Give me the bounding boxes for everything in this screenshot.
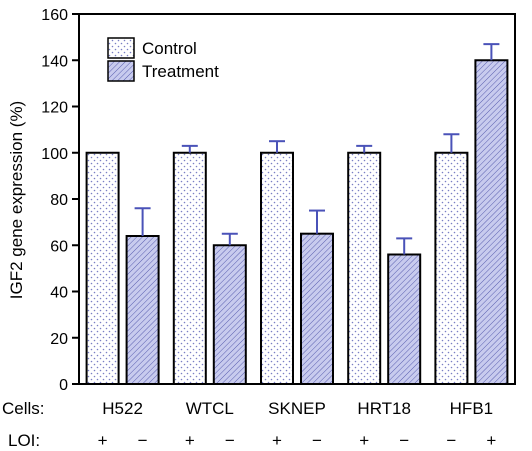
x-category-label: H522	[102, 399, 143, 418]
control-bar-wtcl	[172, 151, 207, 385]
y-tick-label: 40	[50, 285, 68, 302]
legend: Control Treatment	[107, 37, 219, 82]
y-tick-label: 100	[41, 146, 68, 163]
y-axis: 0 20 40 60 80 100 120 140 160	[41, 7, 79, 394]
x-category-label: HFB1	[450, 399, 493, 418]
legend-swatch-control	[107, 37, 135, 59]
y-tick-label: 120	[41, 100, 68, 117]
y-tick-label: 140	[41, 53, 68, 70]
loi-value: −	[399, 431, 409, 450]
control-bar-h522	[85, 151, 120, 385]
loi-value: +	[486, 431, 496, 450]
x-category-label: WTCL	[186, 399, 234, 418]
y-tick-label: 20	[50, 331, 68, 348]
control-bar-sknep	[260, 151, 294, 385]
loi-value: −	[446, 431, 456, 450]
y-tick-label: 160	[41, 7, 68, 24]
loi-value: −	[225, 431, 235, 450]
loi-value: +	[98, 431, 108, 450]
plot-frame	[78, 13, 516, 385]
treatment-bar-h522	[125, 235, 160, 385]
treatment-bar-sknep	[300, 232, 334, 385]
y-tick-label: 60	[50, 238, 68, 255]
y-tick-label: 0	[59, 377, 68, 394]
treatment-bar-wtcl	[212, 244, 247, 385]
legend-swatch-treatment	[107, 60, 135, 82]
cells-row-label: Cells:	[2, 399, 45, 418]
loi-value: −	[138, 431, 148, 450]
loi-value: +	[359, 431, 369, 450]
x-category-label: HRT18	[357, 399, 411, 418]
loi-value: −	[312, 431, 322, 450]
loi-value: +	[185, 431, 195, 450]
x-axis: + − H522 + − WTCL + − SKNEP + − HRT18 − + HFB1	[98, 399, 497, 450]
legend-label-treatment: Treatment	[142, 62, 219, 81]
y-tick-label: 80	[50, 192, 68, 209]
control-bar-hfb1	[434, 151, 469, 385]
treatment-bar-hfb1	[474, 59, 509, 385]
loi-value: +	[272, 431, 282, 450]
y-axis-title: IGF2 gene expression (%)	[7, 101, 26, 299]
treatment-bar-hrt18	[387, 253, 422, 385]
bars	[85, 43, 509, 385]
x-category-label: SKNEP	[268, 399, 326, 418]
control-bar-hrt18	[347, 151, 382, 385]
loi-row-label: LOI:	[8, 431, 40, 450]
legend-label-control: Control	[142, 39, 197, 58]
